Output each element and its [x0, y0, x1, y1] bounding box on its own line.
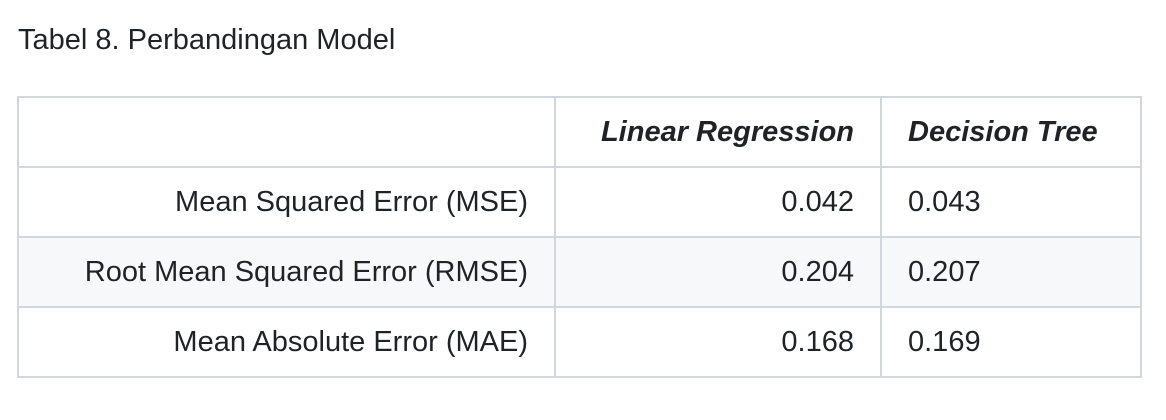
- table-header-row: Linear Regression Decision Tree: [17, 96, 1142, 168]
- decision-tree-value: 0.043: [880, 166, 1142, 238]
- header-empty-cell: [17, 96, 556, 168]
- linear-regression-value: 0.204: [554, 236, 882, 308]
- metric-label: Mean Absolute Error (MAE): [17, 306, 556, 378]
- decision-tree-value: 0.169: [880, 306, 1142, 378]
- metric-label: Mean Squared Error (MSE): [17, 166, 556, 238]
- table-row: Mean Squared Error (MSE) 0.042 0.043: [17, 166, 1142, 238]
- linear-regression-value: 0.168: [554, 306, 882, 378]
- linear-regression-value: 0.042: [554, 166, 882, 238]
- table-row: Root Mean Squared Error (RMSE) 0.204 0.2…: [17, 236, 1142, 308]
- table-caption: Tabel 8. Perbandingan Model: [18, 24, 396, 56]
- header-linear-regression: Linear Regression: [554, 96, 882, 168]
- decision-tree-value: 0.207: [880, 236, 1142, 308]
- model-comparison-table: Linear Regression Decision Tree Mean Squ…: [17, 96, 1142, 378]
- header-decision-tree: Decision Tree: [880, 96, 1142, 168]
- metric-label: Root Mean Squared Error (RMSE): [17, 236, 556, 308]
- table-row: Mean Absolute Error (MAE) 0.168 0.169: [17, 306, 1142, 378]
